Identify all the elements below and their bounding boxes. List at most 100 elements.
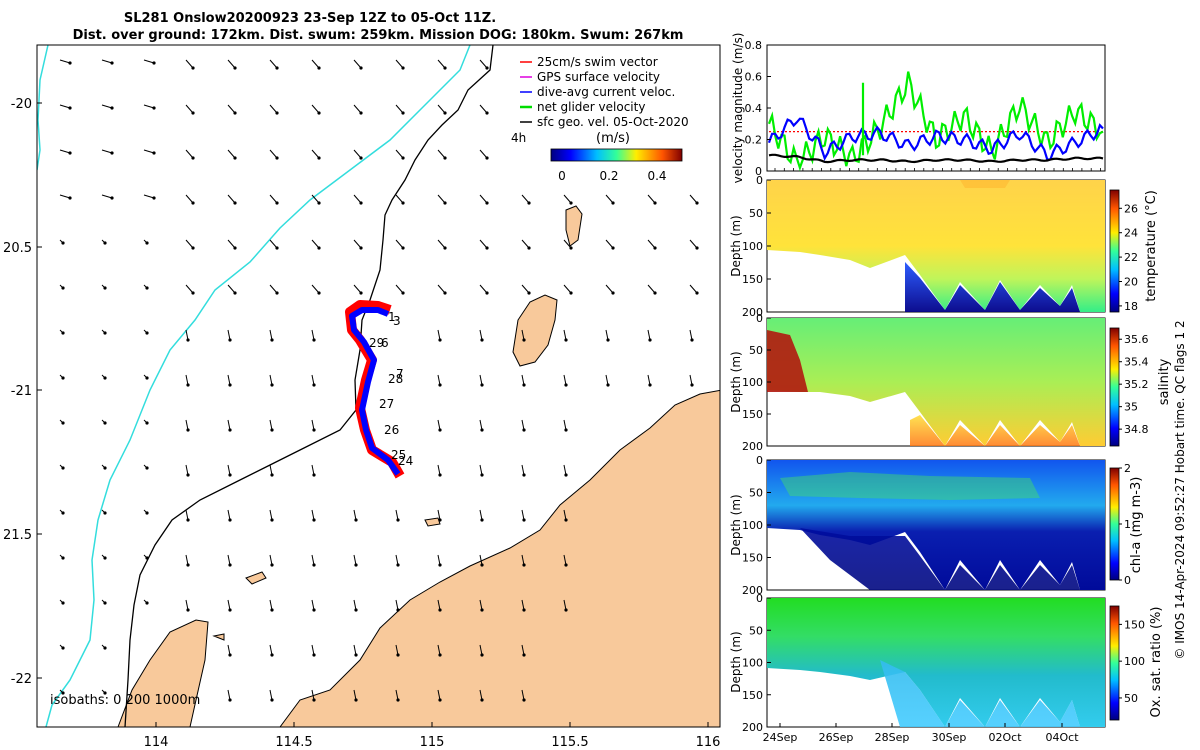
cbar-tick-label: 2 xyxy=(1124,462,1131,475)
geo-vector-head xyxy=(61,376,65,380)
geo-vector-head xyxy=(228,518,232,522)
geo-vector xyxy=(689,284,698,294)
geo-vector-head xyxy=(152,106,156,110)
credit-text: © IMOS 14-Apr-2024 09:52:27 Hobart time.… xyxy=(1173,320,1187,659)
geo-vector xyxy=(437,104,446,114)
title-line-2: Dist. over ground: 172km. Dist. swum: 25… xyxy=(73,28,684,43)
chlorophyll-ylabel: Depth (m) xyxy=(729,494,743,555)
geo-vector-head xyxy=(480,563,484,567)
depth-tick-label: 200 xyxy=(742,584,763,597)
geo-vector xyxy=(479,509,483,521)
geo-vector-head xyxy=(653,246,657,250)
map-xtick-label: 115 xyxy=(420,735,445,750)
geo-vector-head xyxy=(606,338,610,342)
geo-vector-head xyxy=(228,563,232,567)
geo-vector-head xyxy=(61,421,65,425)
geo-vector-head xyxy=(103,376,107,380)
geo-vector xyxy=(227,329,231,341)
geo-vector-head xyxy=(103,286,107,290)
salinity-deep xyxy=(910,415,1080,446)
geo-vector xyxy=(395,104,404,114)
geo-vector xyxy=(353,104,362,114)
geo-vector-head xyxy=(438,338,442,342)
geo-vector xyxy=(647,194,656,204)
geo-vector-head xyxy=(270,518,274,522)
geo-vector-head xyxy=(233,201,237,205)
geo-vector-head xyxy=(396,563,400,567)
geo-vector xyxy=(269,59,278,69)
cbar-tick-label: 50 xyxy=(1124,692,1138,705)
geo-vector-head xyxy=(438,653,442,657)
cbar-tick-label: 150 xyxy=(1124,618,1145,631)
day-label-24: 24 xyxy=(398,454,413,468)
geo-vector xyxy=(101,104,113,109)
geo-vector xyxy=(269,284,278,294)
geo-vector xyxy=(521,689,525,701)
geo-vector-head xyxy=(443,111,447,115)
geo-vector-head xyxy=(145,511,149,515)
geo-vector-head xyxy=(438,428,442,432)
geo-vector xyxy=(647,329,651,341)
geo-vector-head xyxy=(275,111,279,115)
cbar-tick-label: 1 xyxy=(1124,518,1131,531)
map-xtick-label: 115.5 xyxy=(551,735,588,750)
geo-vector xyxy=(311,464,315,476)
geo-vector xyxy=(185,149,194,159)
velocity-plot-area xyxy=(766,44,1106,172)
geo-vector-head xyxy=(186,473,190,477)
geo-vector xyxy=(521,599,525,611)
geo-vector xyxy=(353,689,357,701)
geo-vector xyxy=(521,329,525,341)
geo-vector-head xyxy=(191,291,195,295)
geo-vector-head xyxy=(522,428,526,432)
depth-tick-label: 100 xyxy=(742,376,763,389)
depth-tick-label: 100 xyxy=(742,657,763,670)
geo-vector-head xyxy=(61,286,65,290)
cbar-tick-label: 35.2 xyxy=(1124,378,1149,391)
geo-vector-head xyxy=(359,66,363,70)
geo-vector xyxy=(311,284,320,294)
temperature-ylabel: Depth (m) xyxy=(729,215,743,276)
geo-vector-head xyxy=(312,698,316,702)
geo-vector xyxy=(479,59,488,69)
geo-vector-head xyxy=(480,338,484,342)
geo-vector-head xyxy=(438,563,442,567)
geo-vector-head xyxy=(61,691,65,695)
day-label-28: 28 xyxy=(388,372,403,386)
geo-vector xyxy=(479,329,483,341)
velocity-ytick-label: 0.8 xyxy=(745,39,763,52)
geo-vector xyxy=(395,644,399,656)
chlorophyll-colorbar xyxy=(1109,467,1120,581)
geo-vector-head xyxy=(359,246,363,250)
legend-glider: net glider velocity xyxy=(537,100,645,114)
colorbar-ticks: 18 20 22 24 26 34.8 35 35.2 35.4 35.6 0 1 2 50 100 150 xyxy=(1119,202,1149,705)
geo-vector xyxy=(269,149,278,159)
geo-vector-head xyxy=(270,653,274,657)
map-ytick-label: -20 xyxy=(11,97,32,112)
velocity-ylabel: velocity magnitude (m/s) xyxy=(731,33,745,184)
geo-vector-head xyxy=(228,383,232,387)
geo-vector-head xyxy=(606,383,610,387)
title-line-1: SL281 Onslow20200923 23-Sep 12Z to 05-Oc… xyxy=(124,11,496,26)
velocity-series xyxy=(767,71,1104,172)
velocity-ytick-label: 0.6 xyxy=(745,71,763,84)
temperature-cbar-label: temperature (°C) xyxy=(1144,190,1159,302)
oxygen-ylabel: Depth (m) xyxy=(729,631,743,692)
geo-vector-head xyxy=(228,428,232,432)
salinity-field xyxy=(767,318,1105,446)
geo-vector-head xyxy=(611,246,615,250)
geo-vector-head xyxy=(152,196,156,200)
geo-vector xyxy=(227,149,236,159)
geo-vector-head xyxy=(275,66,279,70)
geo-vector xyxy=(311,104,320,114)
geo-vector-head xyxy=(443,156,447,160)
geo-vector xyxy=(479,689,483,701)
geo-vector-head xyxy=(522,473,526,477)
oxygen-cbar-label: Ox. sat. ratio (%) xyxy=(1149,607,1164,718)
geo-vector xyxy=(227,104,236,114)
geo-vector-head xyxy=(145,286,149,290)
geo-vector xyxy=(689,329,693,341)
geo-vector xyxy=(437,554,441,566)
temperature-field xyxy=(767,180,1105,312)
geo-vector-head xyxy=(401,201,405,205)
